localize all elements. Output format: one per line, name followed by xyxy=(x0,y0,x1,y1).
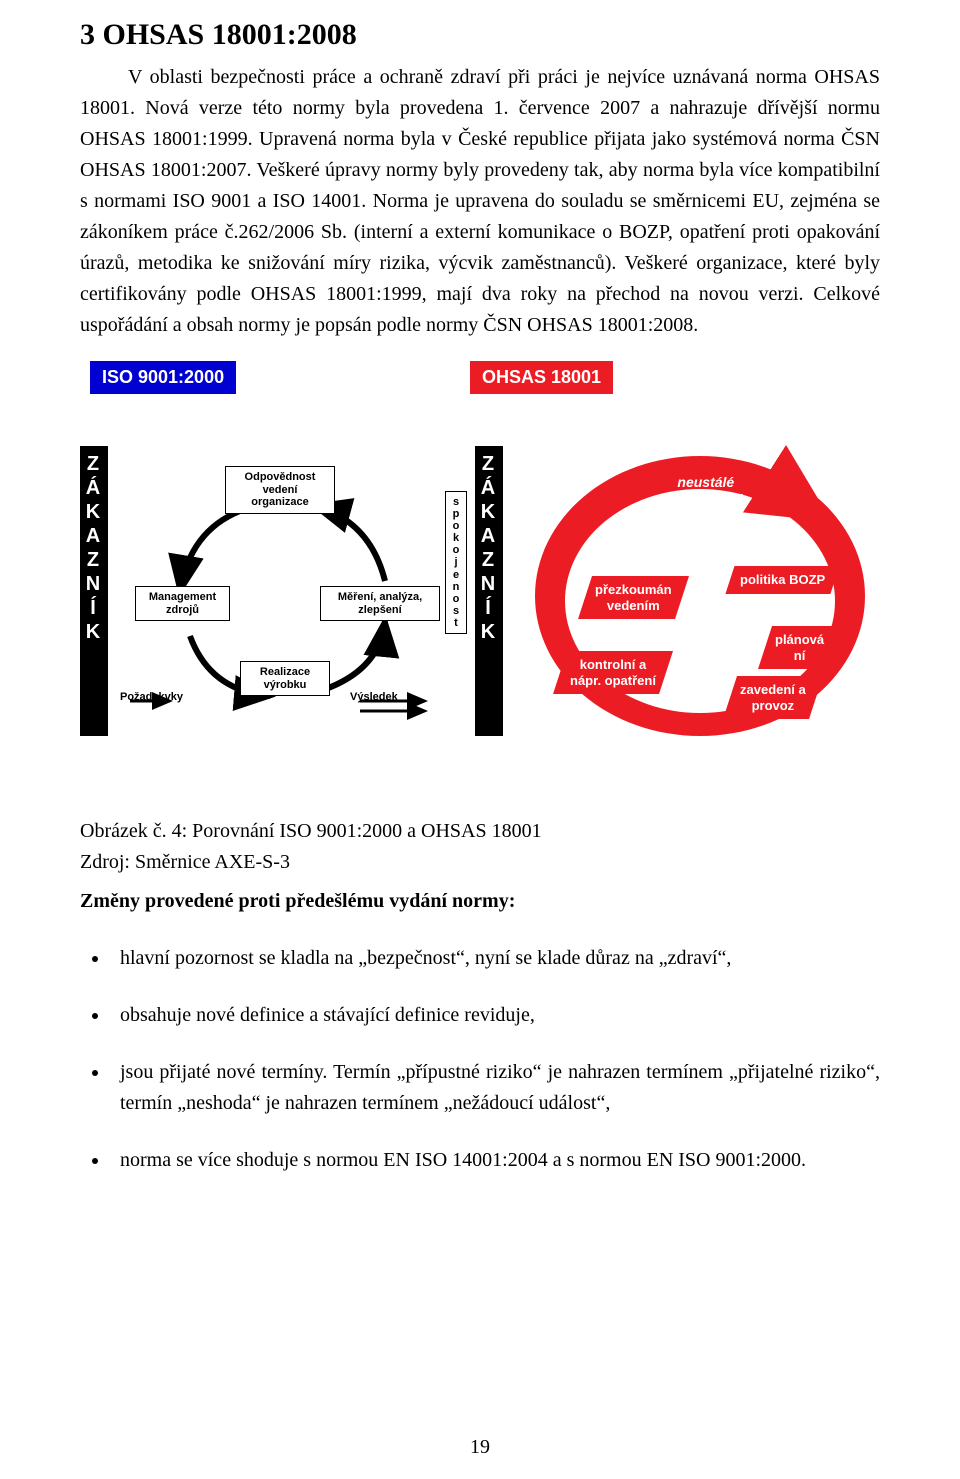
label-pozadavky: Požadakvky xyxy=(120,691,183,703)
figure-source: Zdroj: Směrnice AXE-S-3 xyxy=(80,847,880,878)
list-item: hlavní pozornost se kladla na „bezpečnos… xyxy=(110,943,880,974)
card-review: přezkoumánvedením xyxy=(578,576,689,619)
label-vysledek: Výsledek xyxy=(350,691,398,703)
section-heading: 3 OHSAS 18001:2008 xyxy=(80,18,880,52)
spokojenost-box: sp ok oj en os t xyxy=(445,491,467,634)
card-policy: politika BOZP xyxy=(726,566,840,594)
pillar-mid: ZÁ KA ZN ÍK xyxy=(475,446,503,736)
changes-list: hlavní pozornost se kladla na „bezpečnos… xyxy=(80,943,880,1176)
list-item: obsahuje nové definice a stávající defin… xyxy=(110,1000,880,1031)
changes-heading: Změny provedené proti předešlému vydání … xyxy=(80,890,880,913)
card-impl: zavedení aprovoz xyxy=(723,676,823,719)
comparison-diagram: ISO 9001:2000 OHSAS 18001 ZÁ KA ZN ÍK xyxy=(80,361,880,786)
figure-caption: Obrázek č. 4: Porovnání ISO 9001:2000 a … xyxy=(80,816,880,847)
page-number: 19 xyxy=(0,1436,960,1459)
iso-tag: ISO 9001:2000 xyxy=(90,361,236,394)
box-responsibility: Odpovědnostvedeníorganizace xyxy=(225,466,335,514)
body-paragraph: V oblasti bezpečnosti práce a ochraně zd… xyxy=(80,62,880,341)
page: 3 OHSAS 18001:2008 V oblasti bezpečnosti… xyxy=(0,0,960,1479)
improve-label: neustálézlepšování xyxy=(670,474,742,508)
pillar-left: ZÁ KA ZN ÍK xyxy=(80,446,108,736)
ohsas-tag: OHSAS 18001 xyxy=(470,361,613,394)
card-control: kontrolní anápr. opatření xyxy=(553,651,673,694)
box-measure: Měření, analýza,zlepšení xyxy=(320,586,440,621)
box-management: Managementzdrojů xyxy=(135,586,230,621)
box-realization: Realizacevýrobku xyxy=(240,661,330,696)
list-item: jsou přijaté nové termíny. Termín „přípu… xyxy=(110,1057,880,1119)
list-item: norma se více shoduje s normou EN ISO 14… xyxy=(110,1145,880,1176)
card-plan: plánování xyxy=(758,626,841,669)
